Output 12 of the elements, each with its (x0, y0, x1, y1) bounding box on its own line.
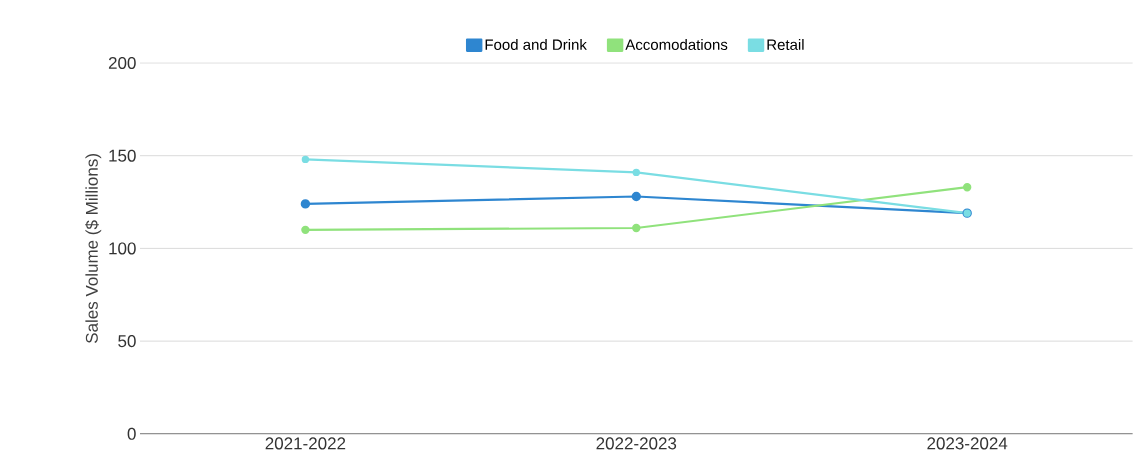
y-tick-label: 100 (109, 242, 136, 255)
y-tick-label: 50 (118, 335, 136, 348)
legend-label: Retail (767, 39, 804, 51)
y-tick-label: 150 (109, 149, 136, 162)
y-axis-title: Sales Volume ($ Millions) (85, 154, 102, 344)
y-tick-label: 200 (108, 57, 136, 70)
x-tick-label: 2021-2022 (265, 437, 346, 450)
legend-label: Food and Drink (485, 39, 587, 51)
x-tick-label: 2022-2023 (596, 437, 677, 450)
x-tick-label: 2023-2024 (927, 437, 1008, 450)
y-tick-label: 0 (127, 427, 136, 440)
legend-label: Accomodations (625, 39, 728, 51)
